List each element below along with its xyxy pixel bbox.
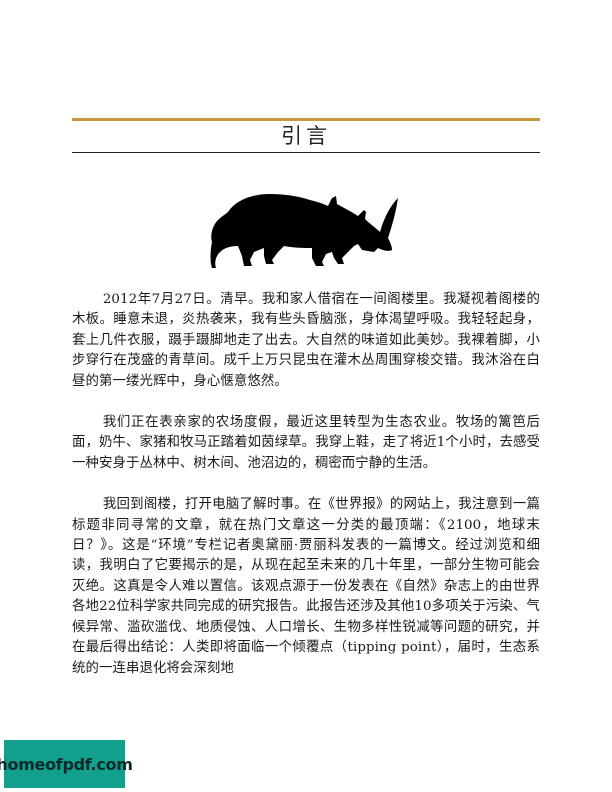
rhino-silhouette-icon — [208, 186, 404, 270]
chapter-title: 引言 — [281, 124, 331, 148]
watermark-badge[interactable]: homeofpdf.com — [0, 740, 133, 788]
title-bottom-rule — [72, 152, 540, 153]
rhino-silhouette-shape — [210, 194, 398, 268]
title-top-rule — [72, 118, 540, 121]
paragraph: 我回到阁楼，打开电脑了解时事。在《世界报》的网站上，我注意到一篇标题非同寻常的文… — [72, 497, 540, 676]
watermark-text: homeofpdf.com — [0, 754, 133, 774]
body-text: 2012年7月27日。清早。我和家人借宿在一间阁楼里。我凝视着阁楼的木板。睡意未… — [72, 290, 540, 700]
paragraph: 2012年7月27日。清早。我和家人借宿在一间阁楼里。我凝视着阁楼的木板。睡意未… — [72, 292, 540, 389]
paragraph: 我们正在表亲家的农场度假，最近这里转型为生态农业。牧场的篱笆后面，奶牛、家猪和牧… — [72, 415, 540, 471]
